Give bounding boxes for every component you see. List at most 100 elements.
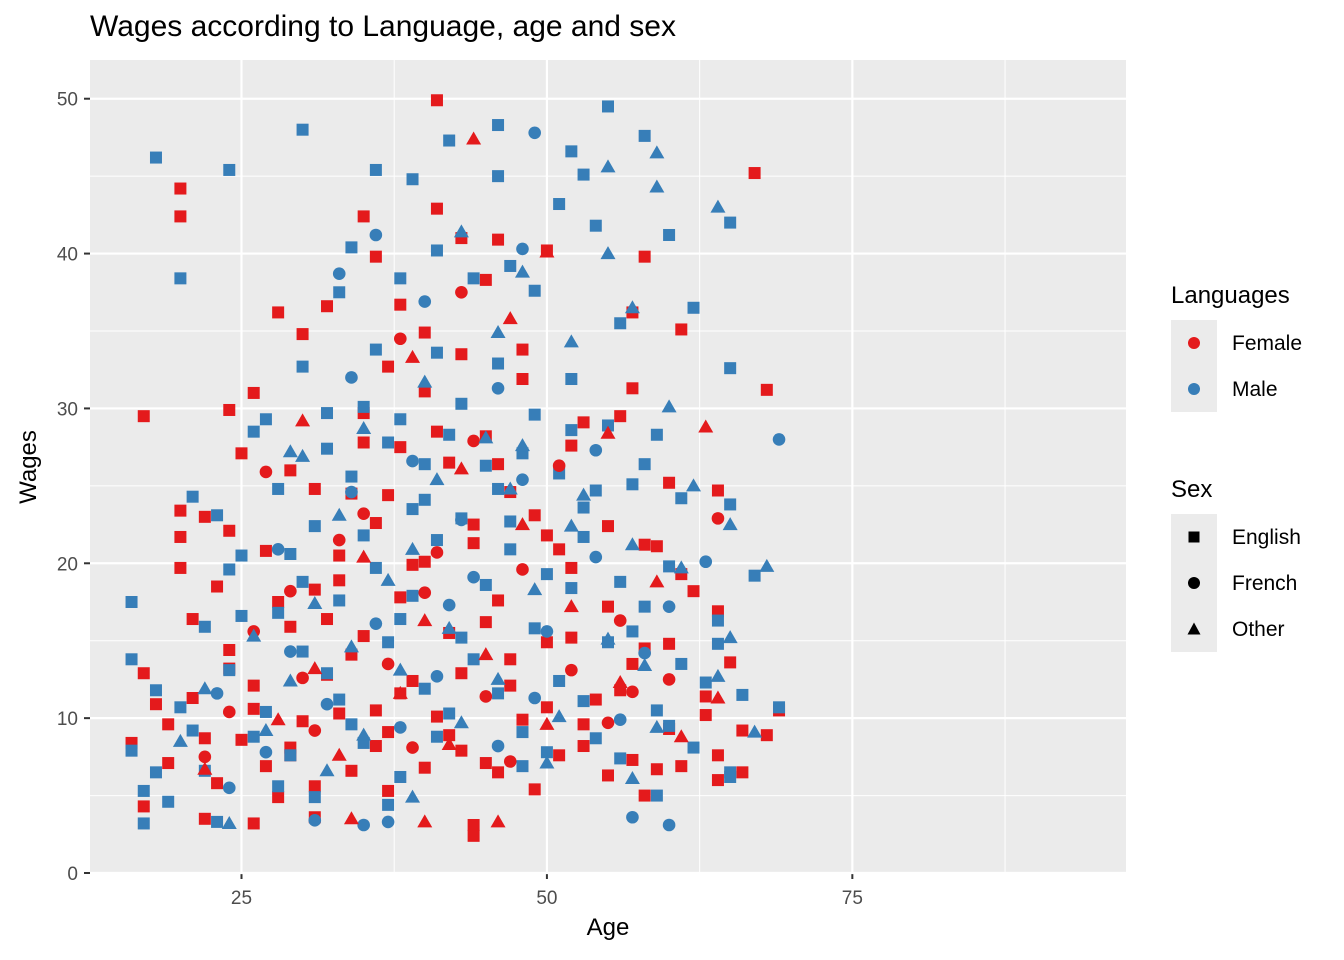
data-point [699, 709, 712, 722]
data-point [453, 715, 469, 729]
data-point [552, 459, 566, 473]
data-point [197, 681, 213, 695]
data-point [321, 667, 334, 680]
data-point [345, 764, 358, 777]
data-point [686, 478, 702, 492]
data-point [466, 131, 482, 145]
data-point [724, 362, 737, 375]
data-point [455, 631, 468, 644]
data-point [418, 326, 431, 339]
data-point [296, 360, 309, 373]
data-point [321, 613, 334, 626]
data-point [577, 740, 590, 753]
shape-legend: Sex English French Other [1171, 476, 1301, 652]
data-point [565, 631, 578, 644]
data-point [357, 818, 370, 832]
data-point [405, 349, 421, 363]
data-point [356, 727, 372, 741]
data-point [614, 752, 627, 765]
data-point [638, 538, 651, 551]
data-point [722, 517, 738, 531]
data-point [369, 163, 382, 176]
data-point [137, 410, 150, 423]
data-point [319, 763, 335, 777]
data-point [442, 598, 456, 612]
data-point [307, 596, 323, 610]
data-point [259, 705, 272, 718]
data-point [528, 691, 541, 705]
data-point [662, 673, 676, 686]
data-point [773, 701, 786, 714]
legend-label-french: French [1232, 572, 1298, 595]
y-tick-label: 0 [67, 864, 78, 885]
data-point [186, 692, 199, 705]
data-point [711, 637, 724, 650]
data-point [382, 726, 395, 739]
data-point [430, 710, 443, 723]
data-point [613, 614, 627, 627]
data-point [369, 740, 382, 753]
data-point [724, 766, 737, 779]
data-point [638, 129, 651, 142]
data-point [699, 555, 713, 569]
data-point [663, 228, 676, 241]
data-point [174, 561, 187, 574]
legend-label-female: Female [1232, 332, 1303, 355]
data-point [600, 246, 616, 260]
data-point [429, 472, 445, 486]
legend-label-other: Other [1232, 618, 1285, 641]
data-point [504, 679, 517, 692]
data-point [137, 667, 150, 680]
data-point [382, 489, 395, 502]
data-point [563, 518, 579, 532]
data-point [602, 100, 614, 113]
data-point [626, 657, 639, 670]
data-point [540, 636, 553, 649]
data-point [577, 168, 590, 181]
legend-key-female [1171, 320, 1217, 366]
data-point [272, 780, 285, 793]
data-point [479, 459, 492, 472]
data-point [711, 614, 724, 627]
data-point [430, 546, 444, 559]
data-point [504, 515, 517, 528]
data-point [406, 454, 419, 468]
data-point [296, 328, 309, 341]
data-point [174, 530, 187, 543]
data-point [565, 373, 578, 386]
data-point [626, 685, 639, 699]
data-point [563, 334, 579, 348]
data-point [602, 520, 614, 533]
y-tick-label: 50 [57, 90, 78, 111]
data-point [504, 653, 517, 666]
data-point [247, 386, 260, 399]
data-point [430, 202, 443, 215]
data-point [553, 198, 566, 211]
data-point [259, 760, 272, 773]
data-point [369, 228, 383, 242]
data-point [675, 323, 688, 336]
data-point [345, 241, 358, 254]
data-point [345, 718, 358, 731]
data-point [673, 560, 689, 574]
data-point [626, 625, 639, 638]
data-point [516, 343, 529, 356]
data-point [172, 733, 188, 747]
data-point [736, 766, 749, 779]
data-point [272, 482, 285, 495]
data-point [345, 470, 358, 483]
data-point [223, 644, 236, 657]
data-point [418, 295, 432, 308]
data-point [516, 242, 529, 256]
data-point [589, 484, 602, 497]
data-point [479, 690, 493, 703]
data-point [711, 749, 724, 762]
data-point [760, 383, 773, 396]
data-point [345, 371, 358, 384]
data-point [602, 769, 614, 782]
data-point [455, 667, 468, 680]
data-point [296, 671, 309, 685]
data-point [381, 815, 395, 829]
data-point [539, 716, 555, 730]
data-point [235, 447, 248, 460]
